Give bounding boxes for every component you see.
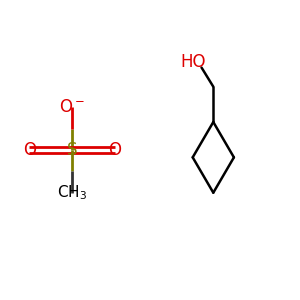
Text: HO: HO — [180, 53, 206, 71]
Text: S: S — [67, 141, 77, 159]
Text: O$^-$: O$^-$ — [59, 98, 85, 116]
Text: O: O — [23, 141, 36, 159]
Text: CH$_3$: CH$_3$ — [57, 183, 87, 202]
Text: O: O — [108, 141, 121, 159]
